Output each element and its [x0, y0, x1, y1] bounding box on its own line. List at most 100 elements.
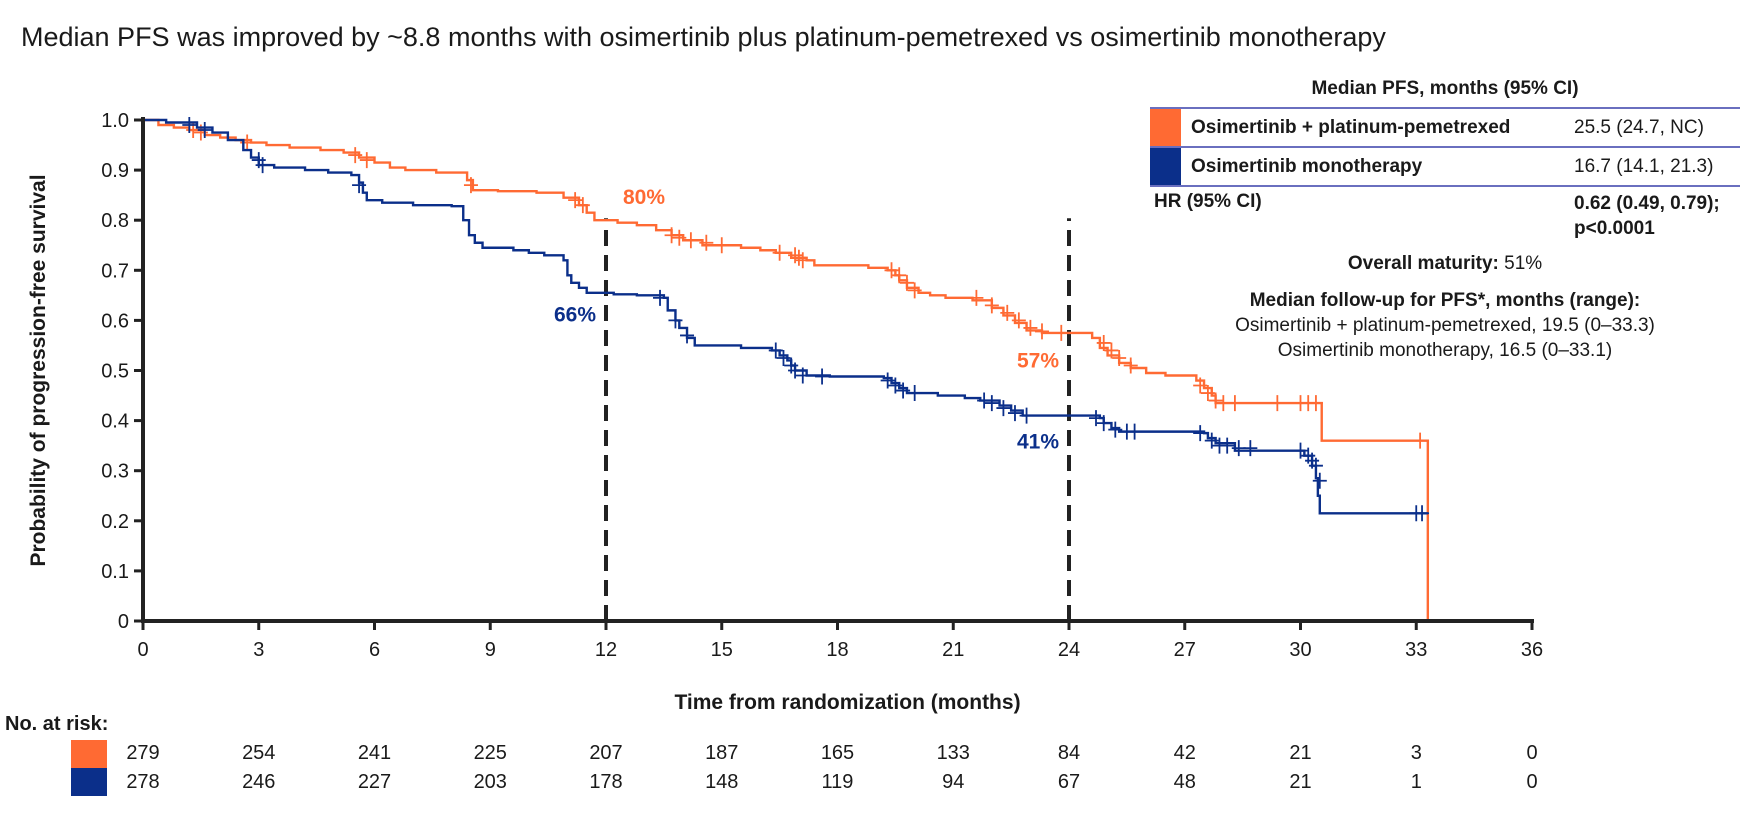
followup-mono: Osimertinib monotherapy, 16.5 (0–33.1) [1277, 340, 1613, 361]
x-tick-label: 24 [1058, 639, 1080, 661]
censor-mark-combo-21 [969, 289, 984, 306]
censor-mark-mono-40 [1415, 505, 1430, 522]
x-tick-label: 33 [1405, 639, 1427, 661]
y-tick-label: 0.9 [101, 160, 129, 182]
legend-name-combo: Osimertinib + platinum-pemetrexed [1191, 117, 1511, 138]
risk-count-mono: 1 [1410, 771, 1422, 793]
censor-mark-combo-23 [1000, 304, 1015, 321]
censor-mark-mono-3 [255, 157, 270, 174]
censor-mark-combo-29 [1104, 342, 1119, 359]
censor-mark-combo-15 [791, 249, 806, 266]
risk-count-combo: 279 [126, 742, 160, 764]
risk-count-combo: 187 [705, 742, 739, 764]
annotation-57pct: 57% [1017, 349, 1059, 372]
censor-mark-mono-15 [888, 377, 903, 394]
censor-mark-mono-16 [896, 382, 911, 399]
risk-swatch-combo [71, 740, 107, 768]
risk-count-combo: 133 [936, 742, 970, 764]
x-tick-label: 0 [137, 639, 148, 661]
censor-mark-combo-32 [1193, 377, 1208, 394]
chart-title: Median PFS was improved by ~8.8 months w… [21, 22, 1386, 52]
y-tick-label: 0.5 [101, 361, 129, 383]
risk-count-combo: 3 [1410, 742, 1422, 764]
censor-mark-combo-25 [1023, 319, 1038, 336]
censor-mark-mono-1 [197, 122, 212, 139]
censor-mark-combo-11 [699, 234, 714, 251]
risk-table-title: No. at risk: [5, 713, 109, 735]
hr-value: 0.62 (0.49, 0.79); p<0.0001 [1574, 191, 1744, 241]
risk-count-combo: 225 [473, 742, 507, 764]
legend-row-combo: Osimertinib + platinum-pemetrexed 25.5 (… [1150, 107, 1740, 148]
y-tick-label: 0.4 [101, 411, 129, 433]
risk-count-combo: 0 [1526, 742, 1538, 764]
risk-count-mono: 0 [1526, 771, 1538, 793]
censor-mark-mono-4 [352, 177, 367, 194]
risk-count-mono: 278 [126, 771, 160, 793]
combo-swatch [1150, 109, 1181, 146]
legend-value-combo: 25.5 (24.7, NC) [1574, 117, 1704, 138]
censor-mark-mono-13 [815, 368, 830, 385]
censor-mark-mono-11 [788, 362, 803, 379]
legend-heading: Median PFS, months (95% CI) [1311, 78, 1579, 99]
y-tick-label: 0.3 [101, 461, 129, 483]
legend-row-mono: Osimertinib monotherapy 16.7 (14.1, 21.3… [1150, 148, 1740, 187]
censor-mark-combo-4 [359, 152, 374, 169]
risk-count-mono: 21 [1289, 771, 1312, 793]
x-tick-label: 15 [711, 639, 733, 661]
risk-count-combo: 84 [1057, 742, 1081, 764]
risk-count-mono: 148 [705, 771, 739, 793]
censor-mark-combo-26 [1034, 323, 1049, 340]
censor-mark-mono-9 [776, 349, 791, 366]
censor-mark-combo-31 [1123, 357, 1138, 374]
risk-swatch-mono [71, 768, 107, 796]
risk-count-combo: 21 [1289, 742, 1312, 764]
censor-mark-mono-38 [1312, 472, 1327, 489]
censor-mark-mono-22 [1019, 407, 1034, 424]
risk-count-mono: 203 [473, 771, 507, 793]
censor-mark-mono-5 [653, 289, 668, 306]
risk-count-combo: 207 [589, 742, 623, 764]
censor-mark-mono-29 [1204, 432, 1219, 449]
censor-mark-mono-33 [1243, 440, 1258, 457]
censor-mark-mono-34 [1293, 442, 1308, 459]
censor-mark-mono-0 [182, 117, 197, 134]
legend-table: Osimertinib + platinum-pemetrexed 25.5 (… [1150, 107, 1740, 187]
legend-value-mono: 16.7 (14.1, 21.3) [1574, 156, 1714, 177]
censor-mark-mono-37 [1308, 457, 1323, 474]
censor-mark-combo-5 [463, 177, 478, 194]
y-axis-label: Probability of progression-free survival [27, 174, 50, 566]
risk-count-combo: 254 [242, 742, 276, 764]
x-tick-label: 36 [1521, 639, 1543, 661]
risk-count-mono: 178 [589, 771, 623, 793]
censor-mark-combo-37 [1270, 395, 1285, 412]
risk-count-combo: 165 [820, 742, 855, 764]
censor-mark-mono-24 [1096, 415, 1111, 432]
risk-count-mono: 67 [1057, 771, 1081, 793]
censor-mark-mono-20 [996, 400, 1011, 417]
x-tick-label: 6 [369, 639, 380, 661]
censor-mark-combo-3 [348, 147, 363, 164]
maturity-label: Overall maturity: [1347, 253, 1499, 274]
censor-mark-combo-28 [1096, 334, 1111, 351]
overall-maturity: Overall maturity: 51% [1150, 253, 1740, 275]
legend-name-mono: Osimertinib monotherapy [1191, 156, 1423, 177]
hr-value-line2: p<0.0001 [1574, 218, 1655, 239]
censor-mark-mono-6 [668, 312, 683, 329]
censor-mark-mono-31 [1220, 437, 1235, 454]
mono-swatch [1150, 148, 1181, 185]
censor-mark-mono-7 [680, 327, 695, 344]
censor-mark-combo-41 [1413, 432, 1428, 449]
censor-mark-combo-27 [1054, 324, 1069, 341]
censor-mark-mono-18 [977, 392, 992, 409]
series-line-combo [143, 118, 1430, 621]
censor-mark-combo-16 [795, 252, 810, 269]
hr-label: HR (95% CI) [1154, 191, 1262, 212]
annotation-80pct: 80% [623, 186, 665, 209]
censor-mark-combo-7 [575, 197, 590, 214]
risk-count-mono: 227 [357, 771, 392, 793]
risk-count-mono: 48 [1173, 771, 1196, 793]
censor-mark-mono-27 [1127, 423, 1142, 440]
y-tick-label: 0.6 [101, 310, 129, 332]
censor-mark-combo-6 [568, 192, 583, 209]
